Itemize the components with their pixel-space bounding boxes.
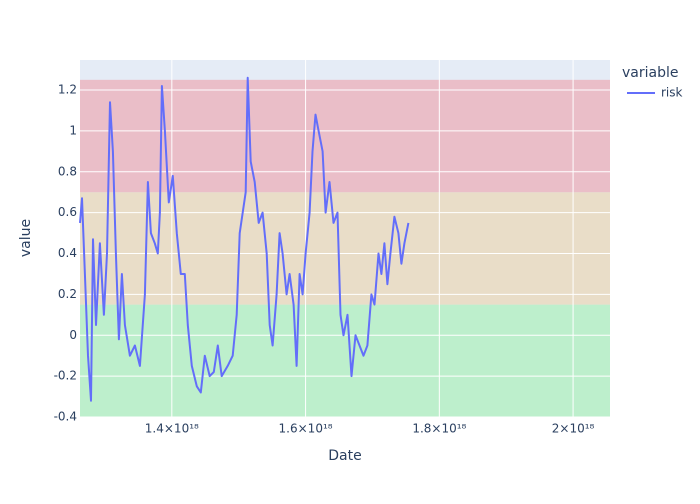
risk-band bbox=[80, 192, 610, 305]
x-tick-label: 1.4×10¹⁸ bbox=[145, 422, 199, 436]
y-tick-label: 1.2 bbox=[58, 83, 77, 97]
risk-line bbox=[79, 76, 410, 402]
risk-band bbox=[80, 79, 610, 193]
x-tick-label: 2×10¹⁸ bbox=[552, 422, 595, 436]
y-tick-label: 0 bbox=[69, 328, 77, 342]
legend-title: variable bbox=[622, 65, 678, 81]
risk-band bbox=[80, 304, 610, 417]
y-tick-label: 1 bbox=[69, 123, 77, 137]
y-axis-title: value bbox=[18, 219, 34, 257]
y-tick-label: 0.8 bbox=[58, 164, 77, 178]
y-tick-label: -0.4 bbox=[54, 410, 77, 424]
x-tick-label: 1.8×10¹⁸ bbox=[412, 422, 466, 436]
y-tick-label: 0.4 bbox=[58, 246, 77, 260]
y-tick-label: 0.6 bbox=[58, 205, 77, 219]
y-tick-label: 0.2 bbox=[58, 287, 77, 301]
x-tick-label: 1.6×10¹⁸ bbox=[279, 422, 333, 436]
y-tick-label: -0.2 bbox=[54, 369, 77, 383]
legend-label: risk bbox=[661, 86, 683, 100]
x-axis-title: Date bbox=[328, 448, 361, 464]
